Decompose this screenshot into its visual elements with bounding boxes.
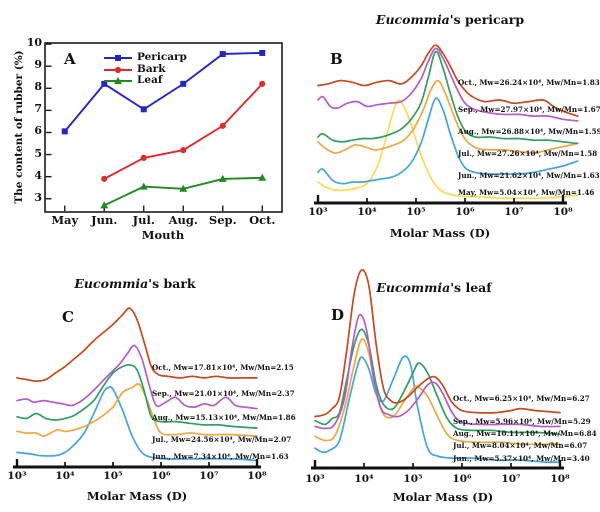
panel-c-title-rest: 's bark <box>148 276 196 291</box>
panel-b-letter: B <box>330 50 343 68</box>
curve-label-jun: Jun., Mw=5.37×10⁴, Mw/Mn=3.40 <box>453 454 590 463</box>
curve-label-sep: Sep., Mw=5.96×10⁴, Mw/Mn=5.29 <box>453 417 591 426</box>
panel-a-y-tick-label: 4 <box>34 168 42 182</box>
panel-a-y-tick-label: 8 <box>34 80 42 94</box>
panel-c-x-tick-label: 10⁸ <box>247 470 267 482</box>
curve-label-jul: Jul., Mw=24.56×10⁴, Mw/Mn=2.07 <box>152 435 292 444</box>
panel-d-x-tick-label: 10⁸ <box>550 473 570 485</box>
panel-d-x-tick-label: 10⁷ <box>501 473 521 485</box>
panel-b-x-tick-label: 10⁴ <box>357 206 377 218</box>
curve-label-jul: Jul., Mw=8.04×10⁴, Mw/Mn=6.07 <box>453 441 588 450</box>
panel-c-x-tick-label: 10⁵ <box>103 470 123 482</box>
panel-d-x-tick-label: 10³ <box>305 473 325 485</box>
panel-b-title: Eucommia's pericarp <box>376 13 524 27</box>
panel-a-x-tick-label: Sep. <box>208 213 237 227</box>
legend-label-leaf: Leaf <box>137 74 163 86</box>
panel-d-x-tick-label: 10⁴ <box>354 473 374 485</box>
panel-c-x-tick-label: 10³ <box>7 470 27 482</box>
panel-c-title-genus: Eucommia <box>74 276 149 291</box>
panel-a-y-tick-label: 10 <box>26 36 42 50</box>
panel-b-x-tick-label: 10⁷ <box>504 206 524 218</box>
panel-a-y-tick-label: 3 <box>34 190 42 204</box>
curve-label-aug: Aug., Mw=10.11×10⁴, Mw/Mn=6.84 <box>453 429 597 438</box>
panel-a-y-tick-label: 9 <box>34 58 42 72</box>
panel-a-y-tick-label: 5 <box>34 146 42 160</box>
legend-label-bark: Bark <box>137 63 166 75</box>
curve-label-oct: Oct., Mw=26.24×10⁴, Mw/Mn=1.83 <box>458 78 600 87</box>
curve-label-oct: Oct., Mw=6.25×10⁴, Mw/Mn=6.27 <box>453 394 590 403</box>
curve-label-sep: Sep., Mw=21.01×10⁴, Mw/Mn=2.37 <box>152 389 295 398</box>
panel-a-x-tick-label: Jul. <box>132 213 155 227</box>
panel-b-x-tick-label: 10⁶ <box>455 206 475 218</box>
panel-a-y-tick-label: 7 <box>34 102 42 116</box>
curve-label-oct: Oct., Mw=17.81×10⁴, Mw/Mn=2.15 <box>152 363 294 372</box>
panel-b-x-axis-title: Molar Mass (D) <box>389 226 491 240</box>
legend-label-pericarp: Pericarp <box>137 51 187 63</box>
panel-d-x-axis-title: Molar Mass (D) <box>392 490 494 504</box>
panel-b-x-tick-label: 10⁵ <box>406 206 426 218</box>
panel-b-title-genus: Eucommia <box>375 12 450 27</box>
panel-a-x-tick-label: Jun. <box>91 213 118 227</box>
panel-b-title-rest: 's pericarp <box>449 12 525 27</box>
panel-a-x-tick-label: Aug. <box>168 213 198 227</box>
panel-d-title-rest: 's leaf <box>450 280 492 295</box>
panel-a-letter: A <box>64 50 76 68</box>
panel-a-x-tick-label: Oct. <box>249 213 276 227</box>
curve-label-jul: Jul., Mw=27.26×10⁴, Mw/Mn=1.58 <box>458 149 598 158</box>
curve-label-may: May, Mw=5.04×10⁴, Mw/Mn=1.46 <box>458 188 595 197</box>
panel-c-title: Eucommia's bark <box>74 277 195 291</box>
curve-label-jun: Jun., Mw=7.34×10⁴, Mw/Mn=1.63 <box>152 452 289 461</box>
panel-a-y-tick-label: 6 <box>34 124 42 138</box>
panel-b-x-tick-label: 10⁸ <box>553 206 573 218</box>
curve-label-sep: Sep., Mw=27.97×10⁴, Mw/Mn=1.67 <box>458 105 600 114</box>
panel-c-x-axis-title: Molar Mass (D) <box>86 489 188 503</box>
curve-label-aug: Aug., Mw=15.13×10⁴, Mw/Mn=1.86 <box>152 413 296 422</box>
curve-label-jun: Jun., Mw=21.62×10⁴, Mw/Mn=1.63 <box>458 171 600 180</box>
panel-c-letter: C <box>62 308 74 326</box>
panel-d-title: Eucommia's leaf <box>376 281 491 295</box>
curve-label-aug: Aug., Mw=26.88×10⁴, Mw/Mn=1.59 <box>458 127 600 136</box>
panel-a-x-axis-title: Mouth <box>141 228 185 242</box>
panel-d-letter: D <box>331 306 345 324</box>
panel-d-x-tick-label: 10⁶ <box>452 473 472 485</box>
panel-b-x-tick-label: 10³ <box>308 206 328 218</box>
panel-c-x-tick-label: 10⁶ <box>151 470 171 482</box>
panel-a-x-tick-label: May <box>51 213 79 227</box>
panel-c-x-tick-label: 10⁴ <box>55 470 75 482</box>
panel-d-title-genus: Eucommia <box>376 280 451 295</box>
panel-c-x-tick-label: 10⁷ <box>199 470 219 482</box>
panel-d-x-tick-label: 10⁵ <box>403 473 423 485</box>
